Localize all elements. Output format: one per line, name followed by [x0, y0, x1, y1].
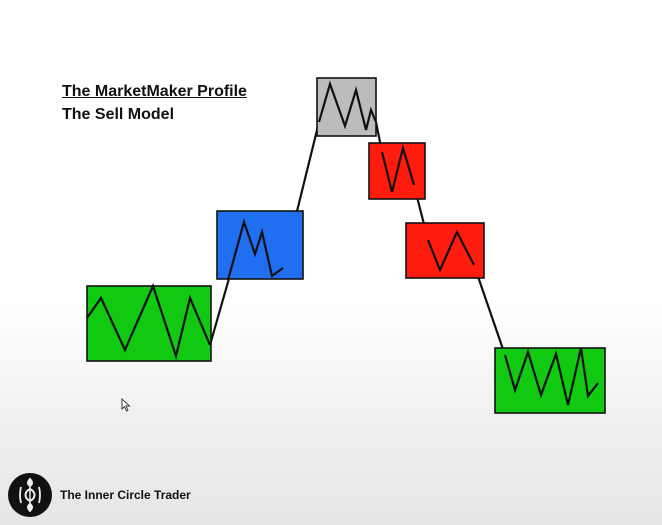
title-block: The MarketMaker Profile The Sell Model [62, 80, 247, 126]
footer: The Inner Circle Trader [8, 473, 191, 517]
markdown-zigzag [503, 347, 599, 406]
redistribution-zigzag-1 [380, 143, 416, 193]
mouse-pointer-icon [121, 398, 131, 412]
redistribution-zigzag-2 [426, 229, 475, 273]
connector-line-5 [472, 264, 507, 356]
diagram-title: The MarketMaker Profile [62, 83, 247, 100]
reaccumulation-box [216, 210, 304, 280]
brand-name: The Inner Circle Trader [60, 488, 191, 502]
reaccumulation-zigzag [226, 218, 284, 281]
distribution-zigzag [317, 80, 378, 131]
accumulation-box [86, 285, 212, 362]
diagram-subtitle: The Sell Model [62, 106, 175, 123]
accumulation-zigzag [86, 282, 212, 361]
icc-logo-icon [8, 473, 52, 517]
connector-line-1 [208, 267, 234, 346]
redistribution-box-2 [405, 222, 485, 279]
